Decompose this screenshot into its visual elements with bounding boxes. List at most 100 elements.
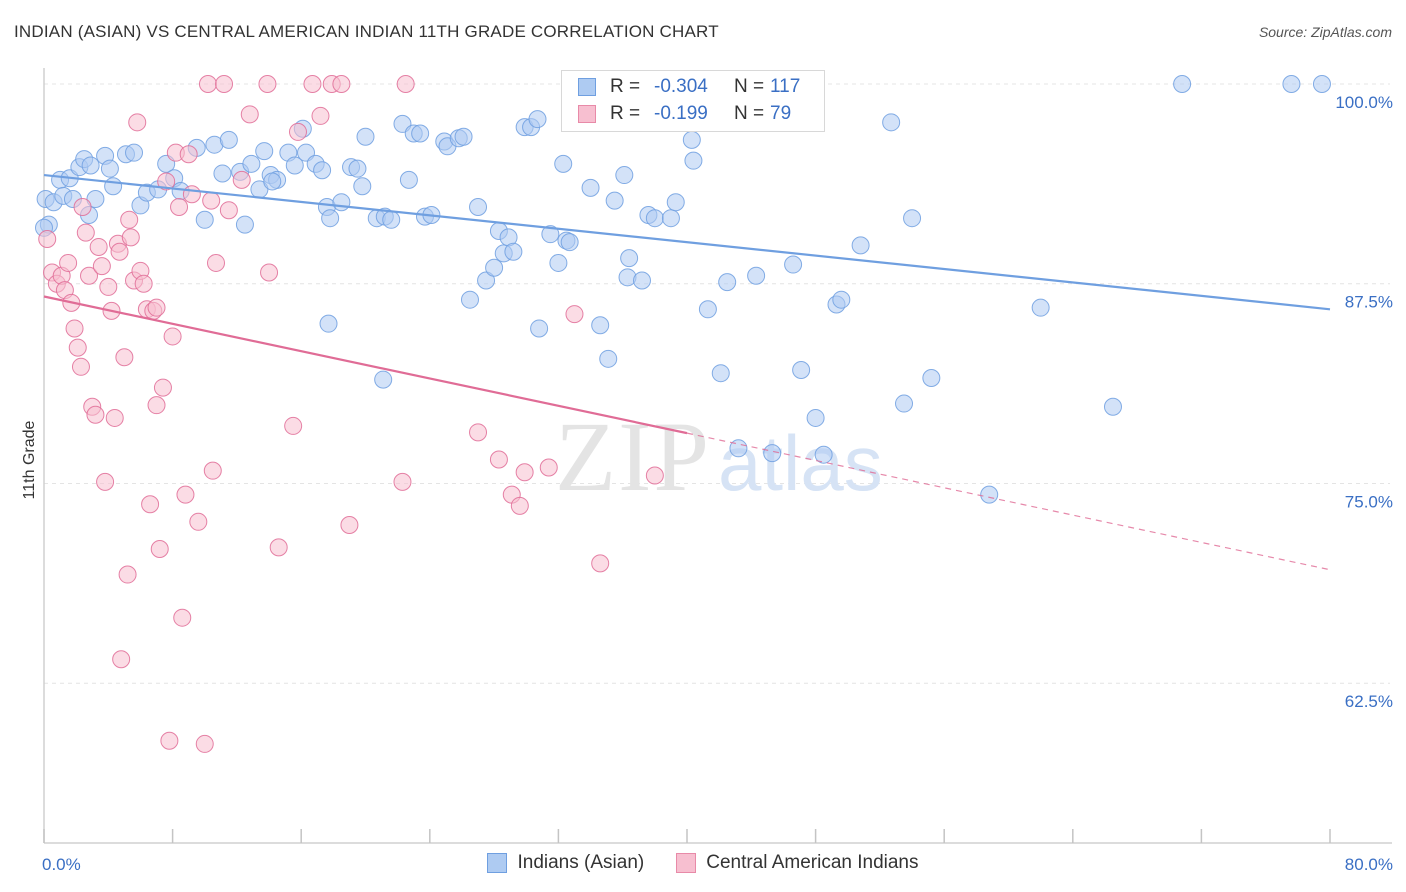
x-tick-label: 0.0% (42, 855, 81, 874)
data-point (645, 466, 664, 485)
data-point (150, 539, 169, 558)
data-point (242, 154, 261, 173)
data-point (615, 166, 634, 185)
data-point (260, 263, 279, 282)
data-point (711, 364, 730, 383)
data-point (319, 314, 338, 333)
data-point (792, 361, 811, 380)
data-point (895, 394, 914, 413)
chart-title: INDIAN (ASIAN) VS CENTRAL AMERICAN INDIA… (14, 22, 719, 41)
data-point (581, 178, 600, 197)
data-point (469, 423, 488, 442)
data-point (71, 357, 90, 376)
data-point (477, 271, 496, 290)
data-point (284, 416, 303, 435)
data-point (89, 237, 108, 256)
data-point (515, 463, 534, 482)
data-point (332, 74, 351, 93)
data-point (215, 74, 234, 93)
series-central-american-indians (38, 74, 664, 753)
source-label: Source: ZipAtlas.com (1258, 24, 1392, 40)
data-point (560, 233, 579, 252)
data-point (219, 201, 238, 220)
data-point (332, 193, 351, 212)
data-point (195, 734, 214, 753)
legend-swatch-pink (676, 853, 697, 873)
data-point (510, 496, 529, 515)
data-point (313, 161, 332, 180)
legend-swatch-blue (487, 853, 508, 873)
data-point (189, 512, 208, 531)
data-point (160, 731, 179, 750)
data-point (661, 209, 680, 228)
data-point (340, 516, 359, 535)
x-tick-labels: 0.0% 80.0% (42, 855, 1393, 874)
data-point (528, 110, 547, 129)
y-axis-title: 11th Grade (21, 420, 38, 499)
y-tick-label: 75.0% (1345, 492, 1393, 511)
data-point (182, 185, 201, 204)
data-point (120, 210, 139, 229)
data-point (698, 300, 717, 319)
data-point (591, 554, 610, 573)
data-point (632, 271, 651, 290)
data-point (489, 450, 508, 469)
data-point (179, 145, 198, 164)
data-point (128, 113, 147, 132)
data-point (311, 106, 330, 125)
data-point (80, 266, 99, 285)
r-value: -0.304 (654, 76, 708, 97)
n-value: 79 (770, 103, 792, 124)
data-point (203, 461, 222, 480)
trend-line-solid (43, 173, 1331, 311)
r-label: R = (610, 76, 641, 97)
x-tick-label: 80.0% (1345, 855, 1393, 874)
data-point (255, 142, 274, 161)
legend-label: Central American Indians (706, 852, 919, 873)
r-label: R = (610, 103, 641, 124)
data-point (118, 565, 137, 584)
data-point (38, 229, 57, 248)
data-point (100, 159, 119, 178)
data-point (76, 223, 95, 242)
data-point (104, 177, 123, 196)
data-point (153, 378, 172, 397)
data-point (549, 253, 568, 272)
data-point (235, 215, 254, 234)
data-point (620, 249, 639, 268)
y-tick-label: 100.0% (1335, 93, 1393, 112)
data-point (666, 193, 685, 212)
data-point (460, 290, 479, 309)
data-point (163, 327, 182, 346)
stats-row-indians-asian: R = -0.304 N = 117 (578, 75, 800, 99)
watermark: ZIP atlas (555, 401, 883, 512)
data-point (170, 198, 189, 217)
data-point (684, 151, 703, 170)
data-point (591, 316, 610, 335)
data-point (382, 210, 401, 229)
data-point (980, 485, 999, 504)
data-point (65, 319, 84, 338)
data-point (682, 130, 701, 149)
data-point (59, 253, 78, 272)
data-point (105, 408, 124, 427)
data-point (115, 348, 134, 367)
data-point (99, 277, 118, 296)
y-tick-label: 62.5% (1345, 692, 1393, 711)
legend-item-indians-asian[interactable]: Indians (Asian) (487, 852, 644, 874)
data-point (269, 538, 288, 557)
legend-item-central-american-indians[interactable]: Central American Indians (676, 852, 919, 874)
data-point (747, 266, 766, 285)
trend-line-solid (43, 295, 688, 435)
data-point (232, 170, 251, 189)
data-point (141, 495, 160, 514)
data-point (219, 130, 238, 149)
data-point (121, 228, 140, 247)
data-point (202, 191, 221, 210)
data-point (605, 191, 624, 210)
data-point (485, 258, 504, 277)
r-value: -0.199 (654, 103, 708, 124)
data-point (1103, 397, 1122, 416)
data-point (96, 472, 115, 491)
